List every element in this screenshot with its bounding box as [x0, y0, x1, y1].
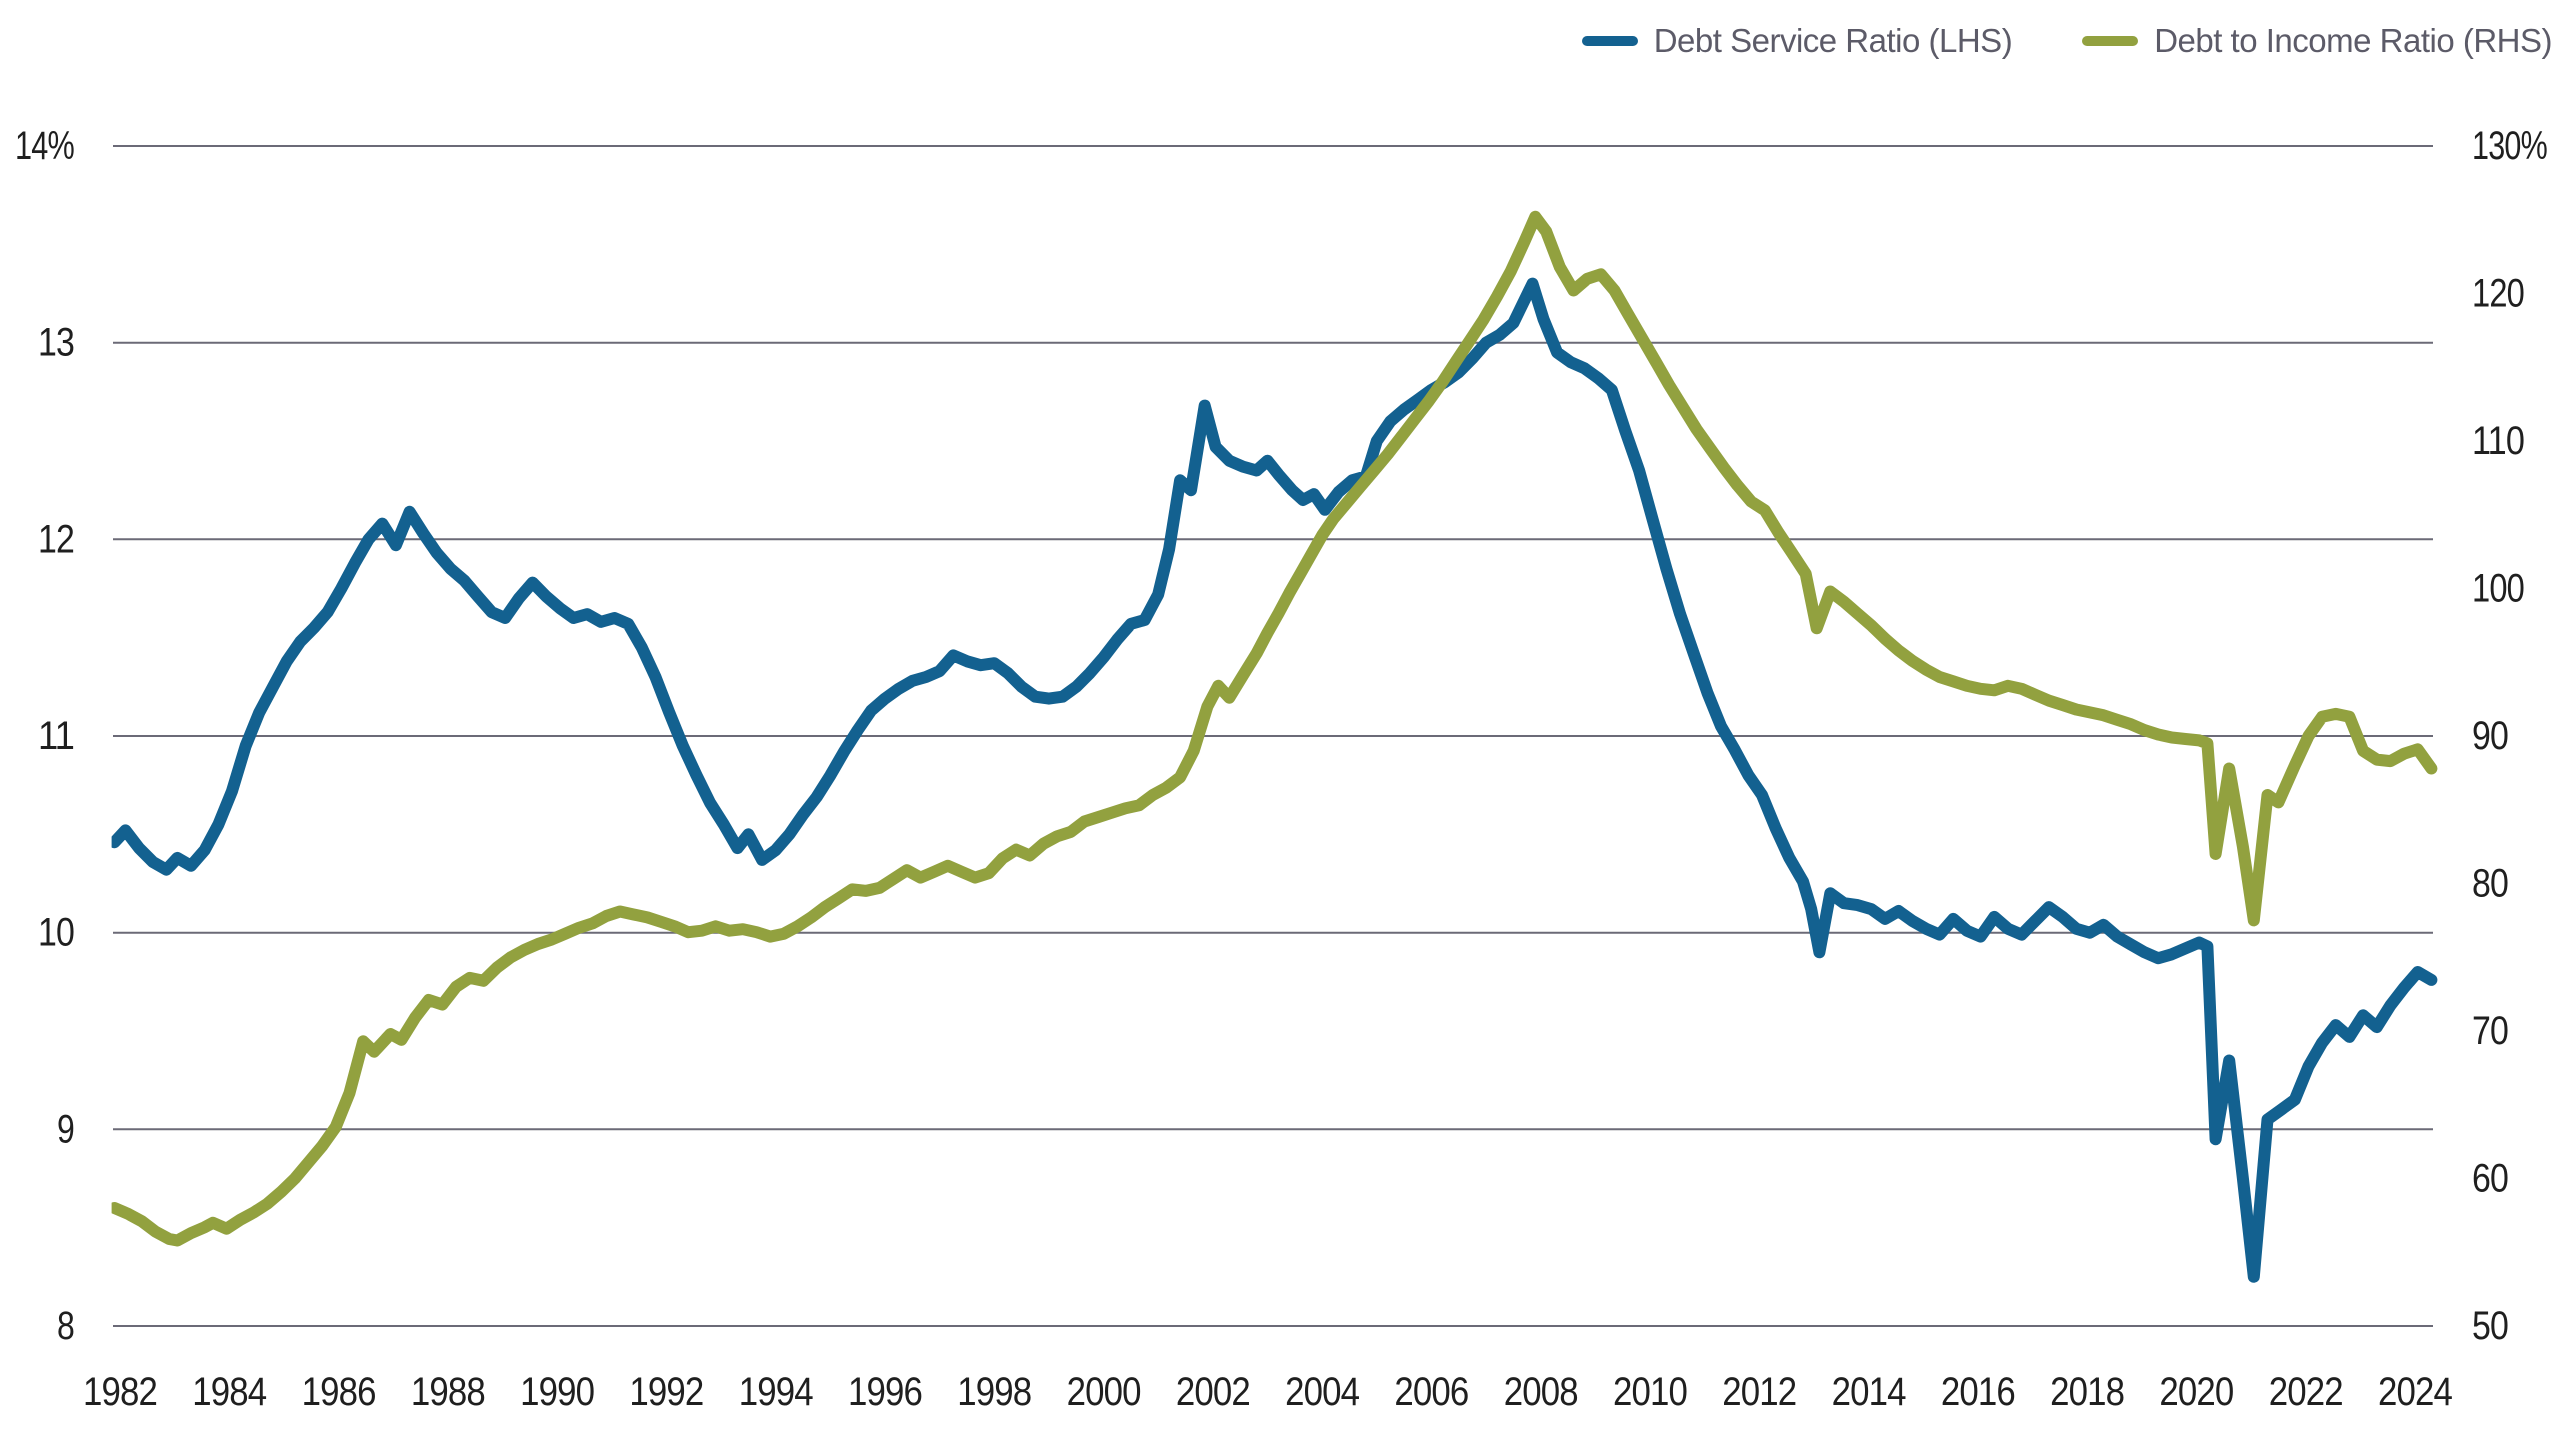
- right-axis-tick: 100: [2472, 567, 2524, 611]
- x-axis-tick: 2024: [2378, 1370, 2453, 1414]
- legend-line-swatch-olive-icon: [2082, 36, 2139, 46]
- debt-to-income-ratio-line: [108, 210, 2438, 1247]
- chart-legend: Debt Service Ratio (LHS) Debt to Income …: [1581, 22, 2552, 60]
- right-axis-tick: 120: [2472, 272, 2524, 316]
- x-axis-tick: 1990: [520, 1370, 594, 1414]
- left-axis-tick: 8: [57, 1304, 74, 1348]
- highlight-bar: [95, 1133, 112, 1246]
- x-axis-tick: 1998: [957, 1370, 1031, 1414]
- x-axis-tick: 1996: [848, 1370, 922, 1414]
- highlight-bar: [95, 739, 112, 862]
- x-axis-tick: 1982: [83, 1370, 157, 1414]
- x-axis-tick: 2022: [2269, 1370, 2343, 1414]
- legend-label-debt-to-income-ratio: Debt to Income Ratio (RHS): [2154, 22, 2552, 59]
- legend-item-debt-to-income-ratio: Debt to Income Ratio (RHS): [2082, 22, 2552, 60]
- x-axis-tick: 1988: [411, 1370, 485, 1414]
- x-axis-tick: 2018: [2050, 1370, 2124, 1414]
- left-axis-tick: 11: [38, 714, 74, 758]
- left-axis-tick: 13: [38, 321, 74, 365]
- x-axis-tick: 2020: [2159, 1370, 2233, 1414]
- left-axis-tick: 12: [38, 517, 74, 561]
- x-axis-tick: 1984: [192, 1370, 267, 1414]
- x-axis-tick: 2008: [1504, 1370, 1578, 1414]
- legend-item-debt-service-ratio: Debt Service Ratio (LHS): [1581, 22, 2013, 60]
- left-axis-tick: 9: [57, 1107, 74, 1151]
- x-axis-tick: 2010: [1613, 1370, 1687, 1414]
- right-axis-tick: 80: [2472, 862, 2508, 906]
- x-axis-tick: 2002: [1176, 1370, 1250, 1414]
- x-axis-tick: 1994: [739, 1370, 814, 1414]
- left-axis-tick: 14%: [15, 124, 74, 168]
- x-axis-tick: 2006: [1394, 1370, 1468, 1414]
- legend-line-swatch-blue-icon: [1581, 36, 1638, 46]
- legend-label-debt-service-ratio: Debt Service Ratio (LHS): [1653, 22, 2013, 59]
- right-axis-tick: 110: [2472, 419, 2524, 463]
- x-axis-tick: 2000: [1067, 1370, 1141, 1414]
- x-axis-tick: 2016: [1941, 1370, 2015, 1414]
- left-axis-tick: 10: [38, 911, 74, 955]
- right-axis-tick: 130%: [2472, 124, 2547, 168]
- right-axis-tick: 60: [2472, 1157, 2508, 1201]
- right-axis-tick: 90: [2472, 714, 2508, 758]
- x-axis-tick: 2012: [1722, 1370, 1796, 1414]
- x-axis-tick: 1992: [629, 1370, 703, 1414]
- x-axis-tick: 1986: [302, 1370, 376, 1414]
- debt-service-ratio-line: [108, 277, 2438, 1283]
- right-axis-tick: 70: [2472, 1009, 2508, 1053]
- x-axis-tick: 2004: [1285, 1370, 1360, 1414]
- x-axis-tick: 2014: [1832, 1370, 1907, 1414]
- right-axis-tick: 50: [2472, 1304, 2508, 1348]
